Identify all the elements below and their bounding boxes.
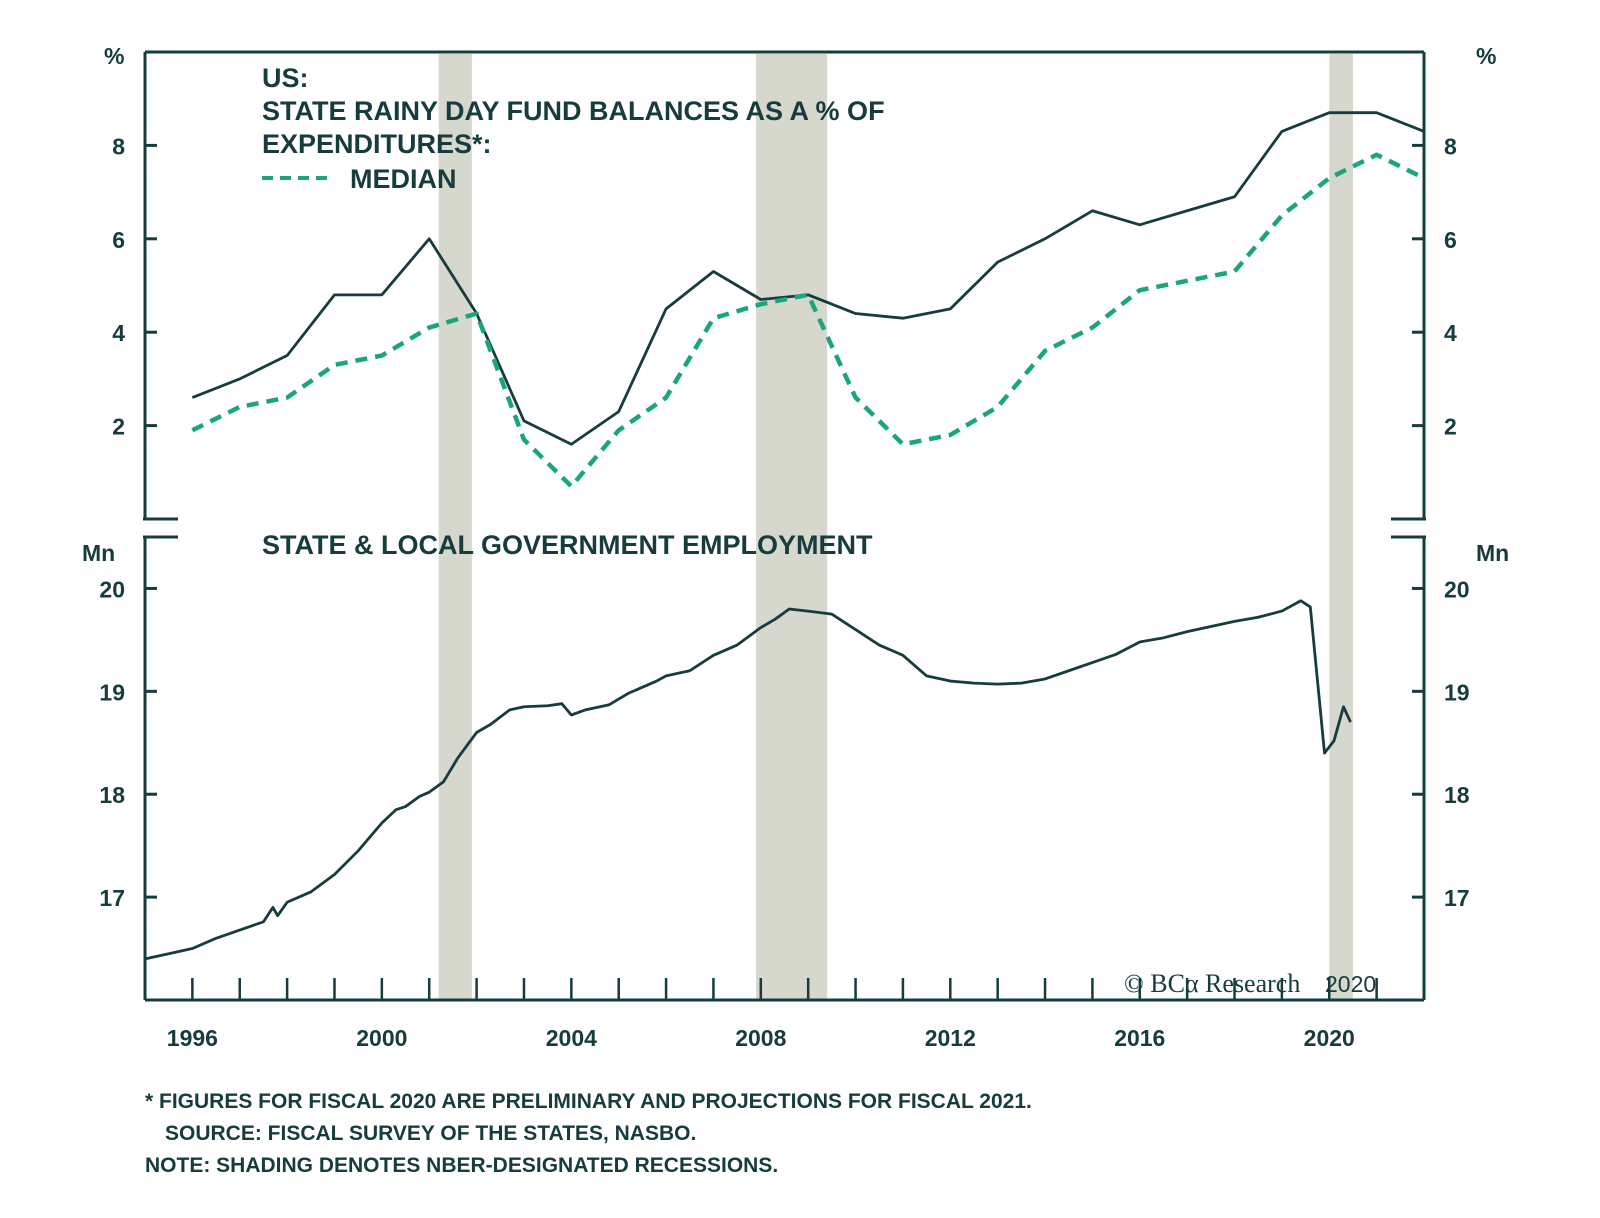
x-tick-label: 2020 [1304,1025,1355,1051]
y-tick-label-left-bottom: 19 [99,679,125,705]
recession-band [438,54,472,1000]
left-unit-top: % [104,43,124,69]
y-tick-label-left-bottom: 18 [99,782,125,808]
recession-band [756,54,828,1000]
y-tick-label-right-top: 2 [1444,414,1457,440]
footnote-figures: * FIGURES FOR FISCAL 2020 ARE PRELIMINAR… [145,1090,1032,1113]
x-tick-label: 1996 [167,1025,218,1051]
x-tick-label: 2000 [356,1025,407,1051]
footnote-note: NOTE: SHADING DENOTES NBER-DESIGNATED RE… [145,1154,778,1177]
y-tick-label-left-top: 8 [112,133,125,159]
employment-line [144,599,1352,961]
x-tick-label: 2008 [735,1025,786,1051]
top-title-line-1: US: [262,63,309,93]
y-tick-label-right-bottom: 20 [1444,576,1470,602]
copyright-year: 2020 [1325,971,1376,997]
footnote-source: SOURCE: FISCAL SURVEY OF THE STATES, NAS… [165,1122,696,1145]
y-tick-label-left-bottom: 20 [99,576,125,602]
bottom-title: STATE & LOCAL GOVERNMENT EMPLOYMENT [262,530,873,560]
right-unit-top: % [1476,43,1496,69]
y-tick-label-left-top: 4 [112,320,125,346]
x-tick-label: 2012 [925,1025,976,1051]
y-tick-label-right-top: 4 [1444,320,1457,346]
top-title-line-3: EXPENDITURES*: [262,129,492,159]
y-tick-label-right-top: 6 [1444,227,1457,253]
y-tick-label-left-top: 6 [112,227,125,253]
x-tick-label: 2004 [546,1025,597,1051]
copyright: © BCα Research [1124,969,1300,998]
y-tick-label-left-top: 2 [112,414,125,440]
recession-shading [438,54,1353,1000]
y-tick-label-right-bottom: 19 [1444,679,1470,705]
right-unit-bottom: Mn [1476,540,1509,566]
y-tick-label-right-top: 8 [1444,133,1457,159]
chart-frame [143,50,1426,1002]
y-tick-label-right-bottom: 18 [1444,782,1470,808]
left-unit-bottom: Mn [82,540,115,566]
recession-band [1329,54,1353,1000]
legend-median-label: MEDIAN [350,164,457,194]
employment-series [144,599,1352,961]
top-title-line-2: STATE RAINY DAY FUND BALANCES AS A % OF [262,96,885,126]
y-tick-label-left-bottom: 17 [99,885,125,911]
y-tick-label-right-bottom: 17 [1444,885,1470,911]
median-line [191,152,1425,489]
rainy-day-fund-series [191,111,1425,489]
x-tick-label: 2016 [1114,1025,1165,1051]
